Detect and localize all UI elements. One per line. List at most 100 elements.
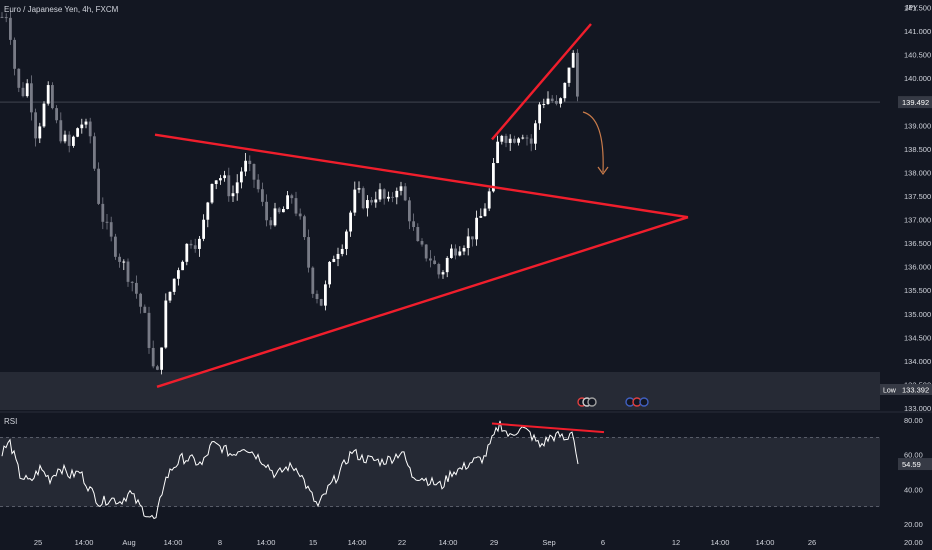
candle-body — [454, 248, 457, 256]
candle-body — [172, 278, 176, 292]
candle-body — [269, 220, 273, 226]
candle-body — [324, 284, 327, 306]
candle-body — [286, 195, 289, 210]
symbol-title[interactable]: Euro / Japanese Yen, 4h, FXCM — [4, 5, 119, 14]
candle-body — [256, 179, 260, 190]
candle-body — [139, 293, 142, 307]
candle-body — [72, 136, 75, 146]
candle-body — [101, 203, 105, 222]
candle-body — [151, 347, 155, 367]
price-tick-label: 136.500 — [904, 239, 931, 248]
rsi-tick-label: 40.00 — [904, 485, 923, 494]
price-tick-label: 134.500 — [904, 333, 931, 342]
candle-body — [25, 83, 29, 97]
price-tick-label: 138.500 — [904, 145, 931, 154]
candle-body — [76, 128, 79, 137]
candle-body — [542, 103, 546, 105]
candle-body — [399, 186, 403, 191]
event-icon — [587, 397, 597, 407]
candle-body — [513, 138, 516, 143]
candle-body — [378, 189, 382, 200]
candle-body — [576, 52, 579, 97]
time-axis-label: 26 — [808, 538, 816, 547]
candle-body — [193, 245, 197, 249]
candle-body — [122, 261, 126, 263]
candle-body — [487, 191, 491, 209]
candle-body — [298, 213, 302, 217]
candle-body — [424, 244, 428, 259]
candle-body — [353, 189, 357, 213]
time-axis-label: 14:00 — [75, 538, 94, 547]
candle-body — [252, 164, 256, 180]
candle-body — [395, 190, 399, 198]
candle-body — [567, 67, 571, 83]
rsi-divergence-line — [491, 422, 605, 434]
candle-body — [429, 258, 432, 261]
candle-body — [412, 221, 415, 228]
candle-body — [420, 241, 424, 245]
candle-body — [521, 137, 525, 139]
candle-body — [206, 202, 210, 220]
candle-body — [508, 138, 512, 143]
candle-body — [391, 196, 394, 198]
candle-body — [374, 199, 378, 203]
rsi-tick-label: 80.00 — [904, 416, 923, 425]
candle-body — [559, 98, 562, 104]
time-axis-label: 12 — [672, 538, 680, 547]
candle-body — [336, 253, 340, 259]
price-tick-label: 136.000 — [904, 263, 931, 272]
rsi-tick-label: 60.00 — [904, 451, 923, 460]
candle-body — [4, 17, 8, 19]
low-tag — [880, 384, 898, 395]
candle-body — [525, 137, 529, 139]
candle-body — [563, 82, 567, 99]
candle-body — [93, 136, 96, 169]
candle-body — [534, 123, 537, 144]
candle-body — [479, 216, 483, 218]
price-tick-label: 135.500 — [904, 286, 931, 295]
candle-body — [311, 267, 315, 294]
candle-body — [315, 293, 319, 300]
last-price-tag — [898, 96, 932, 109]
price-tick-label: 133.000 — [904, 404, 931, 413]
rsi-current-tag — [898, 458, 932, 471]
time-axis-label: 14:00 — [439, 538, 458, 547]
time-axis-label: Aug — [122, 538, 135, 547]
candle-body — [450, 248, 453, 258]
candle-body — [130, 281, 134, 283]
candle-body — [328, 261, 331, 285]
candle-body — [273, 208, 277, 226]
candle-body — [181, 261, 184, 271]
last-price-label: 139.492 — [902, 98, 929, 107]
price-tick-label: 140.000 — [904, 74, 931, 83]
candle-body — [13, 39, 16, 69]
candle-body — [97, 168, 100, 204]
event-icon — [639, 397, 649, 407]
candle-body — [416, 227, 420, 242]
candle-body — [227, 175, 231, 197]
candle-body — [555, 100, 558, 104]
time-axis-label: 22 — [398, 538, 406, 547]
candle-body — [319, 299, 323, 306]
rising-channel-line — [491, 23, 592, 141]
time-axis-label: 14:00 — [257, 538, 276, 547]
candle-body — [63, 134, 67, 142]
candle-body — [441, 272, 445, 275]
time-axis-label: 15 — [309, 538, 317, 547]
price-tick-label: 135.000 — [904, 310, 931, 319]
candle-body — [462, 247, 466, 252]
price-tick-label: 141.000 — [904, 27, 931, 36]
candle-body — [0, 16, 4, 18]
candle-body — [504, 135, 508, 143]
candle-body — [84, 121, 88, 125]
time-axis-label: 14:00 — [348, 538, 367, 547]
candle-body — [538, 104, 541, 124]
time-axis-label: 6 — [601, 538, 605, 547]
candle-body — [210, 184, 214, 203]
candle-body — [55, 108, 58, 121]
candle-body — [265, 201, 268, 221]
curved-down-arrow — [582, 111, 604, 173]
candle-body — [550, 98, 554, 101]
